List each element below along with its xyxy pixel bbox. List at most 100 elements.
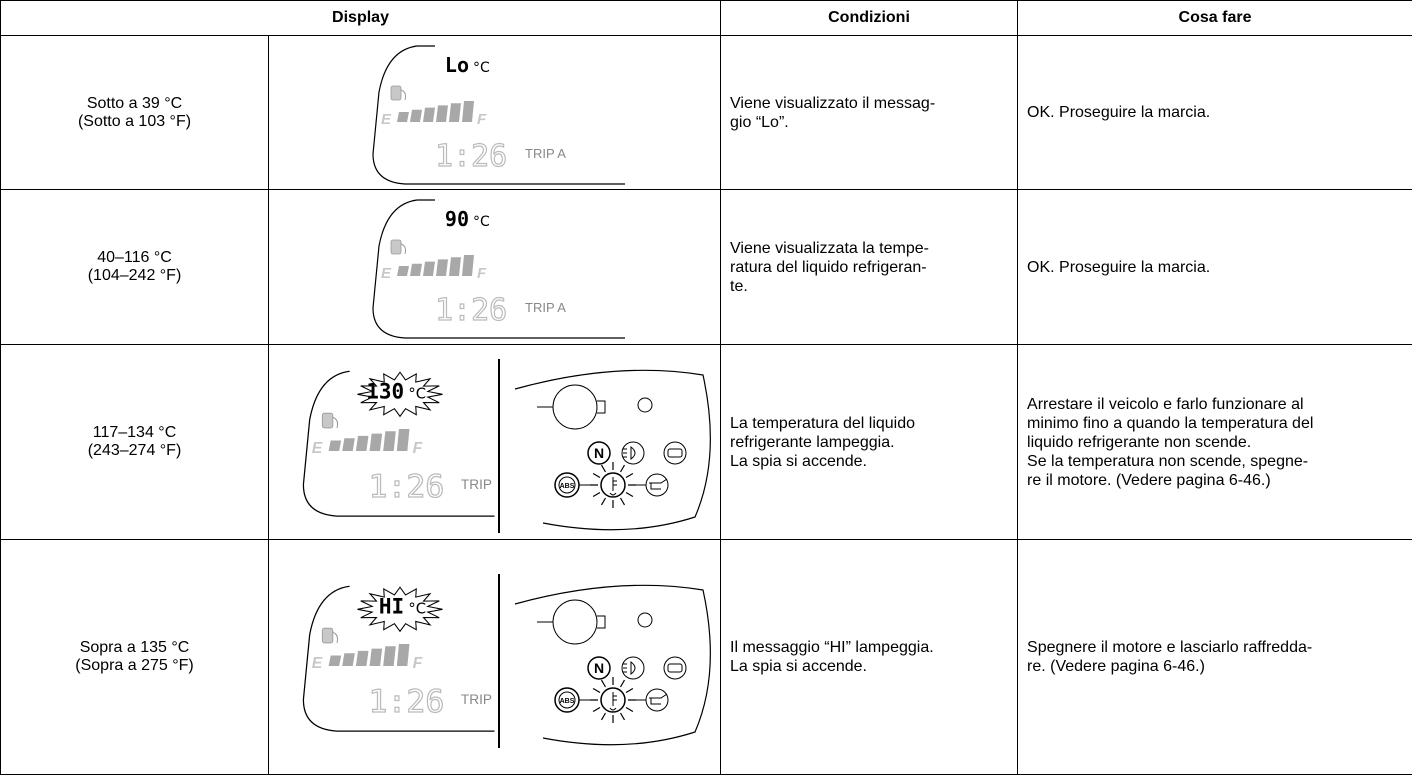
fuel-bar (436, 105, 448, 122)
lcd-f: F (477, 111, 487, 128)
fuel-hose (400, 89, 406, 101)
lcd-f: F (477, 265, 487, 282)
oil-light (645, 688, 669, 712)
action-cell: OK. Proseguire la marcia. (1017, 35, 1412, 190)
abs-label: ABS (560, 483, 575, 490)
oil-icon (649, 478, 668, 490)
oil-icon (649, 693, 668, 705)
abs-inner (558, 691, 576, 709)
conditions-line: Viene visualizzato il messag- (730, 94, 936, 112)
neutral-label: N (594, 660, 604, 676)
lcd-temp: 130 (366, 380, 404, 404)
headlight-icon (623, 660, 636, 676)
table-row: 117–134 °C (243–274 °F) 130 °C E F 1:26 TRIP N AB… (0, 344, 1412, 540)
lcd: HI °C E F 1:26 TRIP (302, 585, 495, 732)
lcd-e: E (381, 265, 392, 282)
range-line: Sotto a 39 °C (86, 94, 183, 112)
fuel-bar (462, 101, 474, 122)
action-cell: OK. Proseguire la marcia. (1017, 189, 1412, 345)
lcd-unit: °C (408, 386, 426, 403)
range-line: 117–134 °C (92, 424, 177, 441)
lcd-trip: TRIP (461, 477, 492, 492)
range-line: 40–116 °C (97, 249, 172, 266)
display-cell: 130 °C E F 1:26 TRIP N ABS (267, 344, 722, 540)
lcd-frame (302, 370, 495, 517)
conditions-line: La temperatura del liquido (730, 414, 916, 432)
display-illustration: HI °C E F 1:26 TRIP N ABS (302, 574, 711, 748)
range-cell: Sopra a 135 °C (Sopra a 275 °F) (0, 539, 269, 775)
lcd-clock: 1:26 (369, 684, 445, 720)
table-row: 40–116 °C (104–242 °F) 90 °C E F 1:26 TRIP A Vie… (0, 189, 1412, 345)
table-row: Sopra a 135 °C (Sopra a 275 °F) HI °C E F 1:26… (0, 539, 1412, 775)
range-cell: 40–116 °C (104–242 °F) (0, 189, 269, 345)
lcd-clock: 1:26 (369, 469, 445, 505)
headlight-icon (623, 445, 636, 461)
action-cell: Arrestare il veicolo e farlo funzionare … (1017, 344, 1412, 540)
lcd: 130 °C E F 1:26 TRIP (302, 370, 495, 517)
warning-panel: N ABS (514, 584, 711, 746)
conditions-line: La spia si accende. (730, 452, 867, 470)
fuel-icon (390, 239, 402, 255)
fuel-bar (396, 428, 410, 451)
fuel-hose (332, 416, 339, 429)
fuel-bar (383, 646, 396, 666)
conditions-line: Viene visualizzata la tempe- (730, 239, 929, 257)
panel-frame (514, 584, 711, 746)
fuel-bar (449, 103, 461, 122)
neutral-light (587, 656, 611, 680)
small-light (637, 612, 653, 628)
fuel-bar (355, 650, 369, 666)
blink-burst (357, 586, 443, 633)
lcd-unit: °C (473, 214, 490, 230)
action-line: re. (Vedere pagina 6-46.) (1027, 658, 1205, 675)
display-cell: Lo °C E F 1:26 TRIP A (267, 35, 722, 190)
action-line: OK. Proseguire la marcia. (1027, 258, 1211, 276)
abs-inner (558, 476, 576, 494)
fuel-icon (321, 627, 334, 644)
lcd: 90 °C E F 1:26 TRIP A (372, 199, 625, 339)
fuel-bar (462, 255, 474, 276)
oil-light (645, 473, 669, 497)
engine-icon (667, 663, 683, 673)
display-illustration: Lo °C E F 1:26 TRIP A (372, 45, 625, 185)
fuel-bar (436, 259, 448, 276)
lcd-temp: HI (379, 595, 404, 619)
gauge (552, 599, 598, 645)
lcd-temp: 90 (445, 207, 469, 231)
fuel-bar (369, 433, 383, 451)
fuel-bar (328, 440, 342, 451)
headlight-light (621, 656, 645, 680)
headlight-light (621, 441, 645, 465)
gauge-needle (537, 400, 606, 414)
fuel-bar (410, 263, 422, 276)
conditions-line: ratura del liquido refrigeran- (730, 258, 927, 276)
temp-rays (590, 462, 636, 508)
header-action: Cosa fare (1017, 0, 1412, 36)
range-line: (104–242 °F) (87, 267, 182, 284)
neutral-label: N (594, 445, 604, 461)
range-cell: Sotto a 39 °C (Sotto a 103 °F) (0, 35, 269, 190)
action-line: Spegnere il motore e lasciarlo raffredda… (1027, 639, 1313, 656)
lcd-temp: Lo (445, 53, 469, 77)
range-line: (Sotto a 103 °F) (77, 112, 192, 130)
table-row: Sotto a 39 °C (Sotto a 103 °F) Lo °C E F 1:26 T… (0, 35, 1412, 190)
temp-light (600, 687, 626, 713)
temp-light (600, 472, 626, 498)
fuel-bar (342, 438, 355, 451)
lcd-clock: 1:26 (435, 139, 507, 174)
table-body: Sotto a 39 °C (Sotto a 103 °F) Lo °C E F 1:26 T… (0, 35, 1412, 775)
range-line: Sopra a 135 °C (79, 639, 190, 656)
engine-light (663, 441, 687, 465)
display-cell: HI °C E F 1:26 TRIP N ABS (267, 539, 722, 775)
conditions-line: refrigerante lampeggia. (730, 433, 895, 451)
lcd: Lo °C E F 1:26 TRIP A (372, 45, 625, 185)
lcd-e: E (312, 440, 323, 457)
range-cell: 117–134 °C (243–274 °F) (0, 344, 269, 540)
lcd-clock: 1:26 (435, 293, 507, 328)
fuel-bar (397, 266, 409, 276)
action-line: Se la temperatura non scende, spegne- (1027, 452, 1309, 470)
lcd-f: F (413, 440, 423, 457)
fuel-bar (369, 648, 383, 666)
lcd-frame (372, 45, 625, 185)
fuel-bar (397, 112, 409, 122)
